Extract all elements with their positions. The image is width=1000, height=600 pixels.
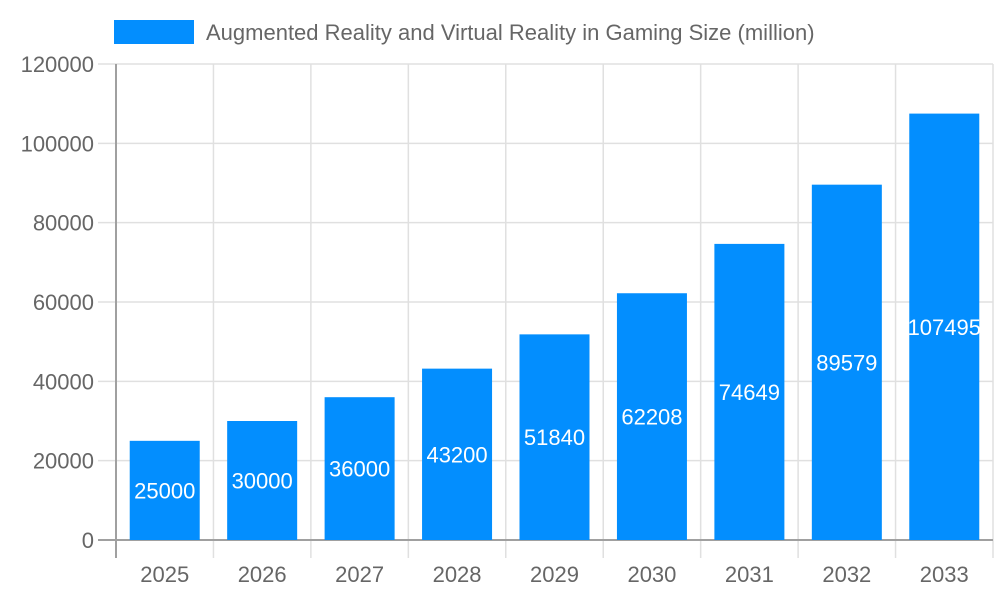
- legend-swatch: [114, 20, 194, 44]
- bar-value-label: 43200: [426, 442, 487, 467]
- x-tick-label: 2029: [530, 562, 579, 587]
- x-tick-label: 2032: [822, 562, 871, 587]
- y-tick-label: 60000: [33, 290, 94, 315]
- bar-value-label: 36000: [329, 457, 390, 482]
- bar-value-label: 51840: [524, 425, 585, 450]
- bar[interactable]: [422, 368, 493, 540]
- y-tick-label: 40000: [33, 369, 94, 394]
- bar[interactable]: [616, 293, 687, 540]
- bar[interactable]: [129, 440, 200, 540]
- x-tick-label: 2026: [238, 562, 287, 587]
- x-tick-label: 2030: [627, 562, 676, 587]
- bar-value-label: 74649: [719, 380, 780, 405]
- bar-value-label: 107495: [908, 315, 981, 340]
- bar-value-label: 30000: [232, 469, 293, 494]
- bar[interactable]: [714, 243, 785, 540]
- bar[interactable]: [811, 184, 882, 540]
- y-tick-label: 120000: [21, 52, 94, 77]
- x-tick-label: 2025: [140, 562, 189, 587]
- bar[interactable]: [909, 113, 980, 541]
- y-tick-label: 0: [82, 528, 94, 553]
- x-tick-label: 2031: [725, 562, 774, 587]
- bar[interactable]: [324, 397, 395, 540]
- legend[interactable]: Augmented Reality and Virtual Reality in…: [114, 20, 815, 45]
- grid-lines: [98, 63, 994, 558]
- bar-value-label: 25000: [134, 478, 195, 503]
- bar-value-label: 89579: [816, 350, 877, 375]
- bar-series: 25000 30000 36000 43200 51840 62208 74649 89579…: [129, 113, 981, 541]
- x-tick-label: 2027: [335, 562, 384, 587]
- y-axis: 0 20000 40000 60000 80000 100000 120000: [21, 52, 94, 553]
- x-axis: 2025 2026 2027 2028 2029 2030 2031 2032 2033: [116, 539, 993, 587]
- y-tick-label: 20000: [33, 449, 94, 474]
- bar-value-label: 62208: [621, 405, 682, 430]
- y-tick-label: 100000: [21, 131, 94, 156]
- legend-label: Augmented Reality and Virtual Reality in…: [206, 20, 815, 45]
- y-tick-label: 80000: [33, 211, 94, 236]
- x-tick-label: 2033: [920, 562, 969, 587]
- bar[interactable]: [227, 421, 298, 540]
- x-tick-label: 2028: [433, 562, 482, 587]
- bar[interactable]: [519, 334, 590, 540]
